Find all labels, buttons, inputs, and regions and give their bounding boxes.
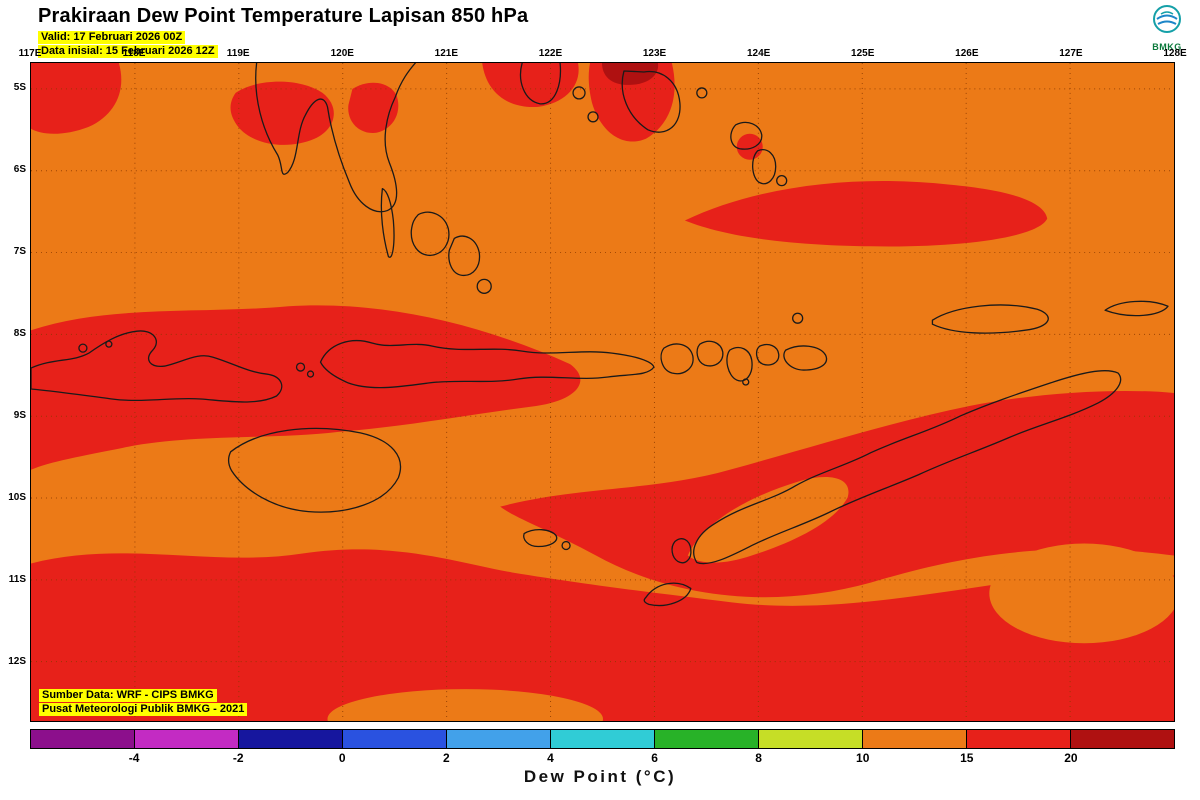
publisher-label: Pusat Meteorologi Publik BMKG - 2021	[39, 703, 248, 716]
coastline-sawu	[523, 529, 558, 548]
lon-tick-label: 117E	[18, 48, 42, 59]
lon-tick-label: 121E	[434, 48, 459, 59]
dewpoint-region-darkred	[602, 63, 659, 85]
colorbar-segment	[967, 730, 1071, 748]
coastline-islet	[78, 343, 88, 353]
bmkg-logo-label: BMKG	[1152, 42, 1182, 52]
lat-tick-label: 10S	[8, 492, 26, 504]
colorbar-ticks: -4 -2 0 2 4 6 8 10 15 20	[30, 751, 1175, 765]
lon-tick-label: 124E	[746, 48, 771, 59]
page-title: Prakiraan Dew Point Temperature Lapisan …	[38, 5, 529, 27]
colorbar	[30, 729, 1175, 749]
lon-tick-label: 127E	[1059, 48, 1083, 59]
coastline-sulawesi	[255, 63, 416, 213]
lon-tick-label: 128E	[1163, 48, 1187, 59]
coastline-komodo	[295, 362, 306, 372]
coastline-island-north-b	[621, 70, 681, 133]
coastline-island-north-a	[519, 63, 562, 105]
lat-axis: 5S 6S 7S 8S 9S 10S 11S 12S	[0, 0, 28, 800]
coastline-islet	[696, 87, 708, 99]
legend-title: Dew Point (°C)	[523, 767, 677, 786]
colorbar-segment	[655, 730, 759, 748]
coastline-wetar	[931, 304, 1049, 334]
colorbar-tick-label: 0	[338, 751, 346, 765]
coastline-islet	[776, 175, 788, 187]
coastline-semau	[671, 538, 692, 564]
lat-tick-label: 6S	[13, 164, 26, 176]
source-data-label: Sumber Data: WRF - CIPS BMKG	[39, 689, 217, 702]
coastline-sumbawa	[31, 330, 283, 403]
colorbar-segment	[135, 730, 239, 748]
colorbar-segment	[1071, 730, 1174, 748]
lat-tick-label: 11S	[8, 574, 26, 586]
coastline-islet	[561, 540, 571, 551]
lat-tick-label: 5S	[13, 82, 26, 93]
colorbar-tick-label: 20	[1064, 751, 1078, 765]
lat-tick-label: 7S	[13, 246, 26, 258]
dewpoint-regions-red	[31, 63, 1174, 721]
colorbar-tick-label: 8	[755, 751, 762, 765]
grid-lines	[31, 63, 1174, 721]
bmkg-logo-icon	[1153, 5, 1181, 33]
coastline-island-north-c	[730, 121, 763, 150]
coastline-islet	[742, 378, 750, 386]
coastline-rote	[643, 582, 692, 607]
lat-tick-label: 12S	[8, 656, 26, 668]
lon-tick-label: 118E	[122, 48, 146, 59]
colorbar-segment	[863, 730, 967, 748]
coastline-rinca	[306, 370, 315, 378]
coastline-atauro	[792, 312, 804, 324]
coastline-islet	[105, 340, 113, 348]
lon-tick-label: 120E	[330, 48, 354, 59]
colorbar-tick-label: 6	[651, 751, 658, 765]
colorbar-tick-label: 15	[960, 751, 974, 765]
coastline-flores	[319, 340, 655, 389]
colorbar-segment	[447, 730, 551, 748]
lat-tick-label: 9S	[13, 410, 26, 422]
coastline-sumba	[227, 427, 402, 513]
coastlines	[31, 63, 1169, 607]
lon-tick-label: 123E	[642, 48, 667, 59]
map-canvas: Sumber Data: WRF - CIPS BMKG Pusat Meteo…	[30, 62, 1175, 722]
lat-tick-label: 8S	[13, 328, 26, 340]
coastline-timor	[693, 370, 1122, 565]
dewpoint-regions-orange-holes	[327, 476, 1174, 721]
lon-axis: 117E 118E 119E 120E 121E 122E 123E 124E 125E 126E…	[0, 48, 1200, 61]
valid-time-label: Valid: 17 Februari 2026 00Z	[38, 31, 186, 44]
coastline-buton	[448, 235, 481, 277]
init-time-label: Data inisial: 15 Februari 2026 12Z	[38, 45, 218, 58]
coastline-muna	[410, 211, 450, 257]
coastline-island-north-d	[752, 149, 777, 185]
map-credits: Sumber Data: WRF - CIPS BMKG Pusat Meteo…	[39, 688, 248, 716]
colorbar-segment	[31, 730, 135, 748]
colorbar-segment	[551, 730, 655, 748]
coastline-islet	[587, 111, 599, 123]
coastline-lembata	[726, 346, 753, 382]
colorbar-segment	[343, 730, 447, 748]
coastline-islet	[572, 86, 586, 100]
coastline-adonara	[660, 343, 694, 375]
map-svg	[31, 63, 1174, 721]
lon-tick-label: 125E	[851, 48, 875, 59]
coastline-alor	[783, 345, 828, 371]
lon-tick-label: 122E	[538, 48, 563, 59]
colorbar-tick-label: 2	[443, 751, 450, 765]
lon-tick-label: 126E	[955, 48, 979, 59]
colorbar-tick-label: -4	[128, 751, 140, 765]
header: Prakiraan Dew Point Temperature Lapisan …	[38, 5, 528, 58]
coastline-selayar	[380, 187, 395, 258]
lon-tick-label: 119E	[226, 48, 250, 59]
colorbar-tick-label: 4	[547, 751, 554, 765]
coastline-east-island	[1104, 300, 1169, 317]
coastline-solor	[696, 340, 724, 367]
colorbar-segment	[759, 730, 863, 748]
colorbar-tick-label: -2	[232, 751, 244, 765]
coastline-pantar	[755, 343, 780, 366]
coastline-islet	[476, 278, 492, 294]
bmkg-logo: BMKG	[1144, 3, 1190, 52]
colorbar-segment	[239, 730, 343, 748]
colorbar-tick-label: 10	[856, 751, 870, 765]
